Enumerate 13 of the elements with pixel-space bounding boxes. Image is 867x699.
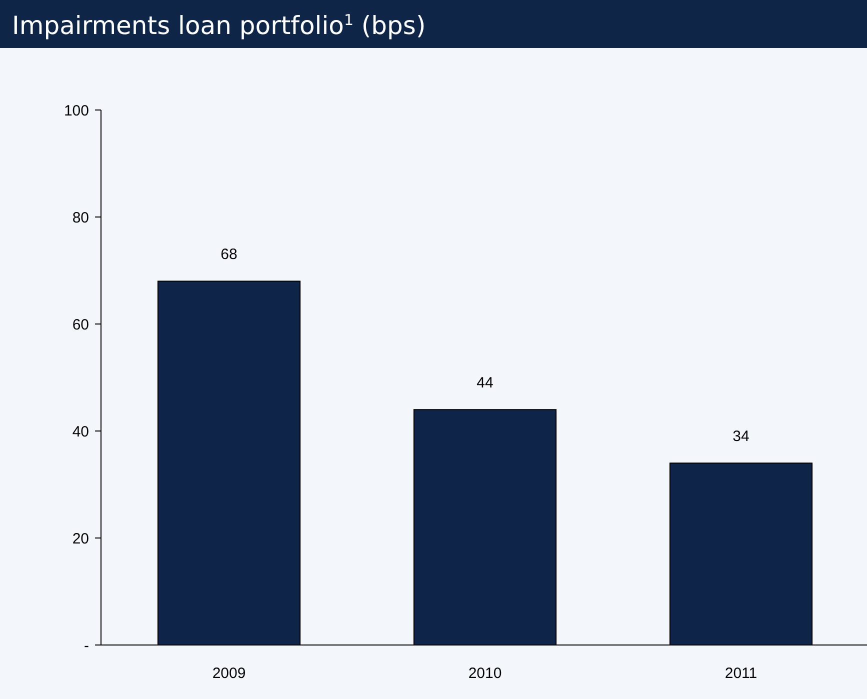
data-label: 44	[476, 374, 494, 392]
x-tick-label: 2010	[468, 665, 502, 682]
y-tick-label: 100	[64, 102, 89, 120]
data-label: 34	[732, 428, 750, 446]
x-tick-label: 2009	[212, 665, 246, 682]
data-label: 68	[220, 246, 238, 264]
y-tick-label: 20	[72, 530, 89, 548]
y-tick-label: 40	[72, 423, 89, 440]
chart-title: Impairments loan portfolio$^{1}$ (bps)	[12, 11, 426, 40]
y-tick-label: 80	[72, 209, 89, 226]
y-tick-label: -	[84, 637, 89, 654]
x-tick-label: 2011	[724, 665, 758, 682]
y-tick-label: 60	[72, 316, 89, 334]
